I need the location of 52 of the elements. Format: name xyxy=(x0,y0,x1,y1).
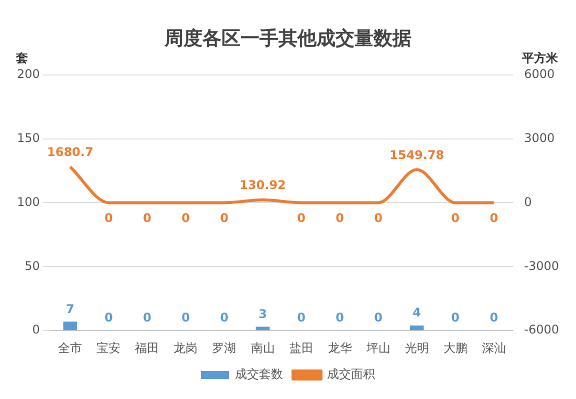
x-tick-label: 南山 xyxy=(250,340,275,355)
x-tick-label: 坪山 xyxy=(365,340,390,355)
x-tick-label: 罗湖 xyxy=(212,340,236,355)
x-tick-label: 深汕 xyxy=(482,340,506,355)
legend-label: 成交面积 xyxy=(327,367,375,382)
data-label: 0 xyxy=(220,310,228,325)
y2-tick-label: 0 xyxy=(524,194,532,209)
data-label: 0 xyxy=(374,310,382,325)
data-label: 0 xyxy=(297,210,306,225)
y-tick-label: 200 xyxy=(17,66,40,81)
x-tick-label: 宝安 xyxy=(96,340,121,355)
data-label: 0 xyxy=(297,310,306,325)
data-label: 0 xyxy=(104,310,113,325)
y2-axis-title: 平方米 xyxy=(521,50,559,65)
data-label: 0 xyxy=(104,210,113,225)
data-label: 0 xyxy=(143,210,152,225)
chart-title: 周度各区一手其他成交量数据 xyxy=(164,27,412,50)
data-label: 0 xyxy=(490,210,498,225)
data-label: 0 xyxy=(451,310,460,325)
x-tick-label: 福田 xyxy=(135,340,160,355)
data-label: 130.92 xyxy=(240,178,286,192)
y2-tick-label: -3000 xyxy=(524,258,560,273)
data-label: 0 xyxy=(374,210,382,225)
data-label: 0 xyxy=(490,310,498,325)
y2-tick-label: 6000 xyxy=(524,66,555,81)
y-tick-label: 50 xyxy=(24,258,40,273)
y-tick-label: 150 xyxy=(17,130,40,145)
data-label: 0 xyxy=(182,310,190,325)
data-label: 0 xyxy=(220,210,228,225)
y-tick-label: 0 xyxy=(32,322,40,337)
x-tick-label: 全市 xyxy=(58,340,82,355)
x-tick-label: 龙岗 xyxy=(174,340,198,355)
legend-label: 成交套数 xyxy=(235,367,283,382)
data-label: 0 xyxy=(143,310,152,325)
x-tick-label: 光明 xyxy=(404,340,429,355)
line-series xyxy=(68,165,496,204)
data-label: 0 xyxy=(451,210,460,225)
data-label: 0 xyxy=(336,310,344,325)
y2-tick-label: -6000 xyxy=(524,322,560,337)
x-tick-label: 大鹏 xyxy=(443,340,468,355)
y-tick-label: 100 xyxy=(17,194,40,209)
data-label: 0 xyxy=(336,210,344,225)
data-label: 7 xyxy=(66,302,74,316)
y2-tick-label: 3000 xyxy=(524,130,555,145)
x-tick-label: 龙华 xyxy=(328,340,352,355)
data-label: 3 xyxy=(258,306,267,321)
data-label: 1549.78 xyxy=(390,148,444,162)
data-label: 0 xyxy=(182,210,190,225)
y-axis-title: 套 xyxy=(15,50,28,65)
data-label: 1680.7 xyxy=(47,145,94,159)
x-tick-label: 盐田 xyxy=(289,340,314,355)
data-label: 4 xyxy=(412,306,422,320)
